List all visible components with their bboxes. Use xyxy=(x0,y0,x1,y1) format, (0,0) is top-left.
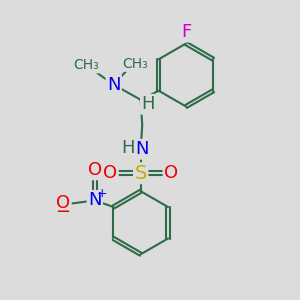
Text: N: N xyxy=(136,140,149,158)
Text: N: N xyxy=(88,191,102,209)
Text: N: N xyxy=(107,76,121,94)
Text: O: O xyxy=(88,161,102,179)
Text: F: F xyxy=(181,23,191,41)
Text: H: H xyxy=(122,139,135,157)
Text: H: H xyxy=(142,95,155,113)
Text: S: S xyxy=(134,164,147,183)
Text: +: + xyxy=(96,187,107,200)
Text: O: O xyxy=(103,164,117,182)
Text: O: O xyxy=(164,164,178,182)
Text: −: − xyxy=(55,203,70,221)
Text: CH₃: CH₃ xyxy=(122,57,148,71)
Text: O: O xyxy=(56,194,70,212)
Text: CH₃: CH₃ xyxy=(73,58,99,72)
